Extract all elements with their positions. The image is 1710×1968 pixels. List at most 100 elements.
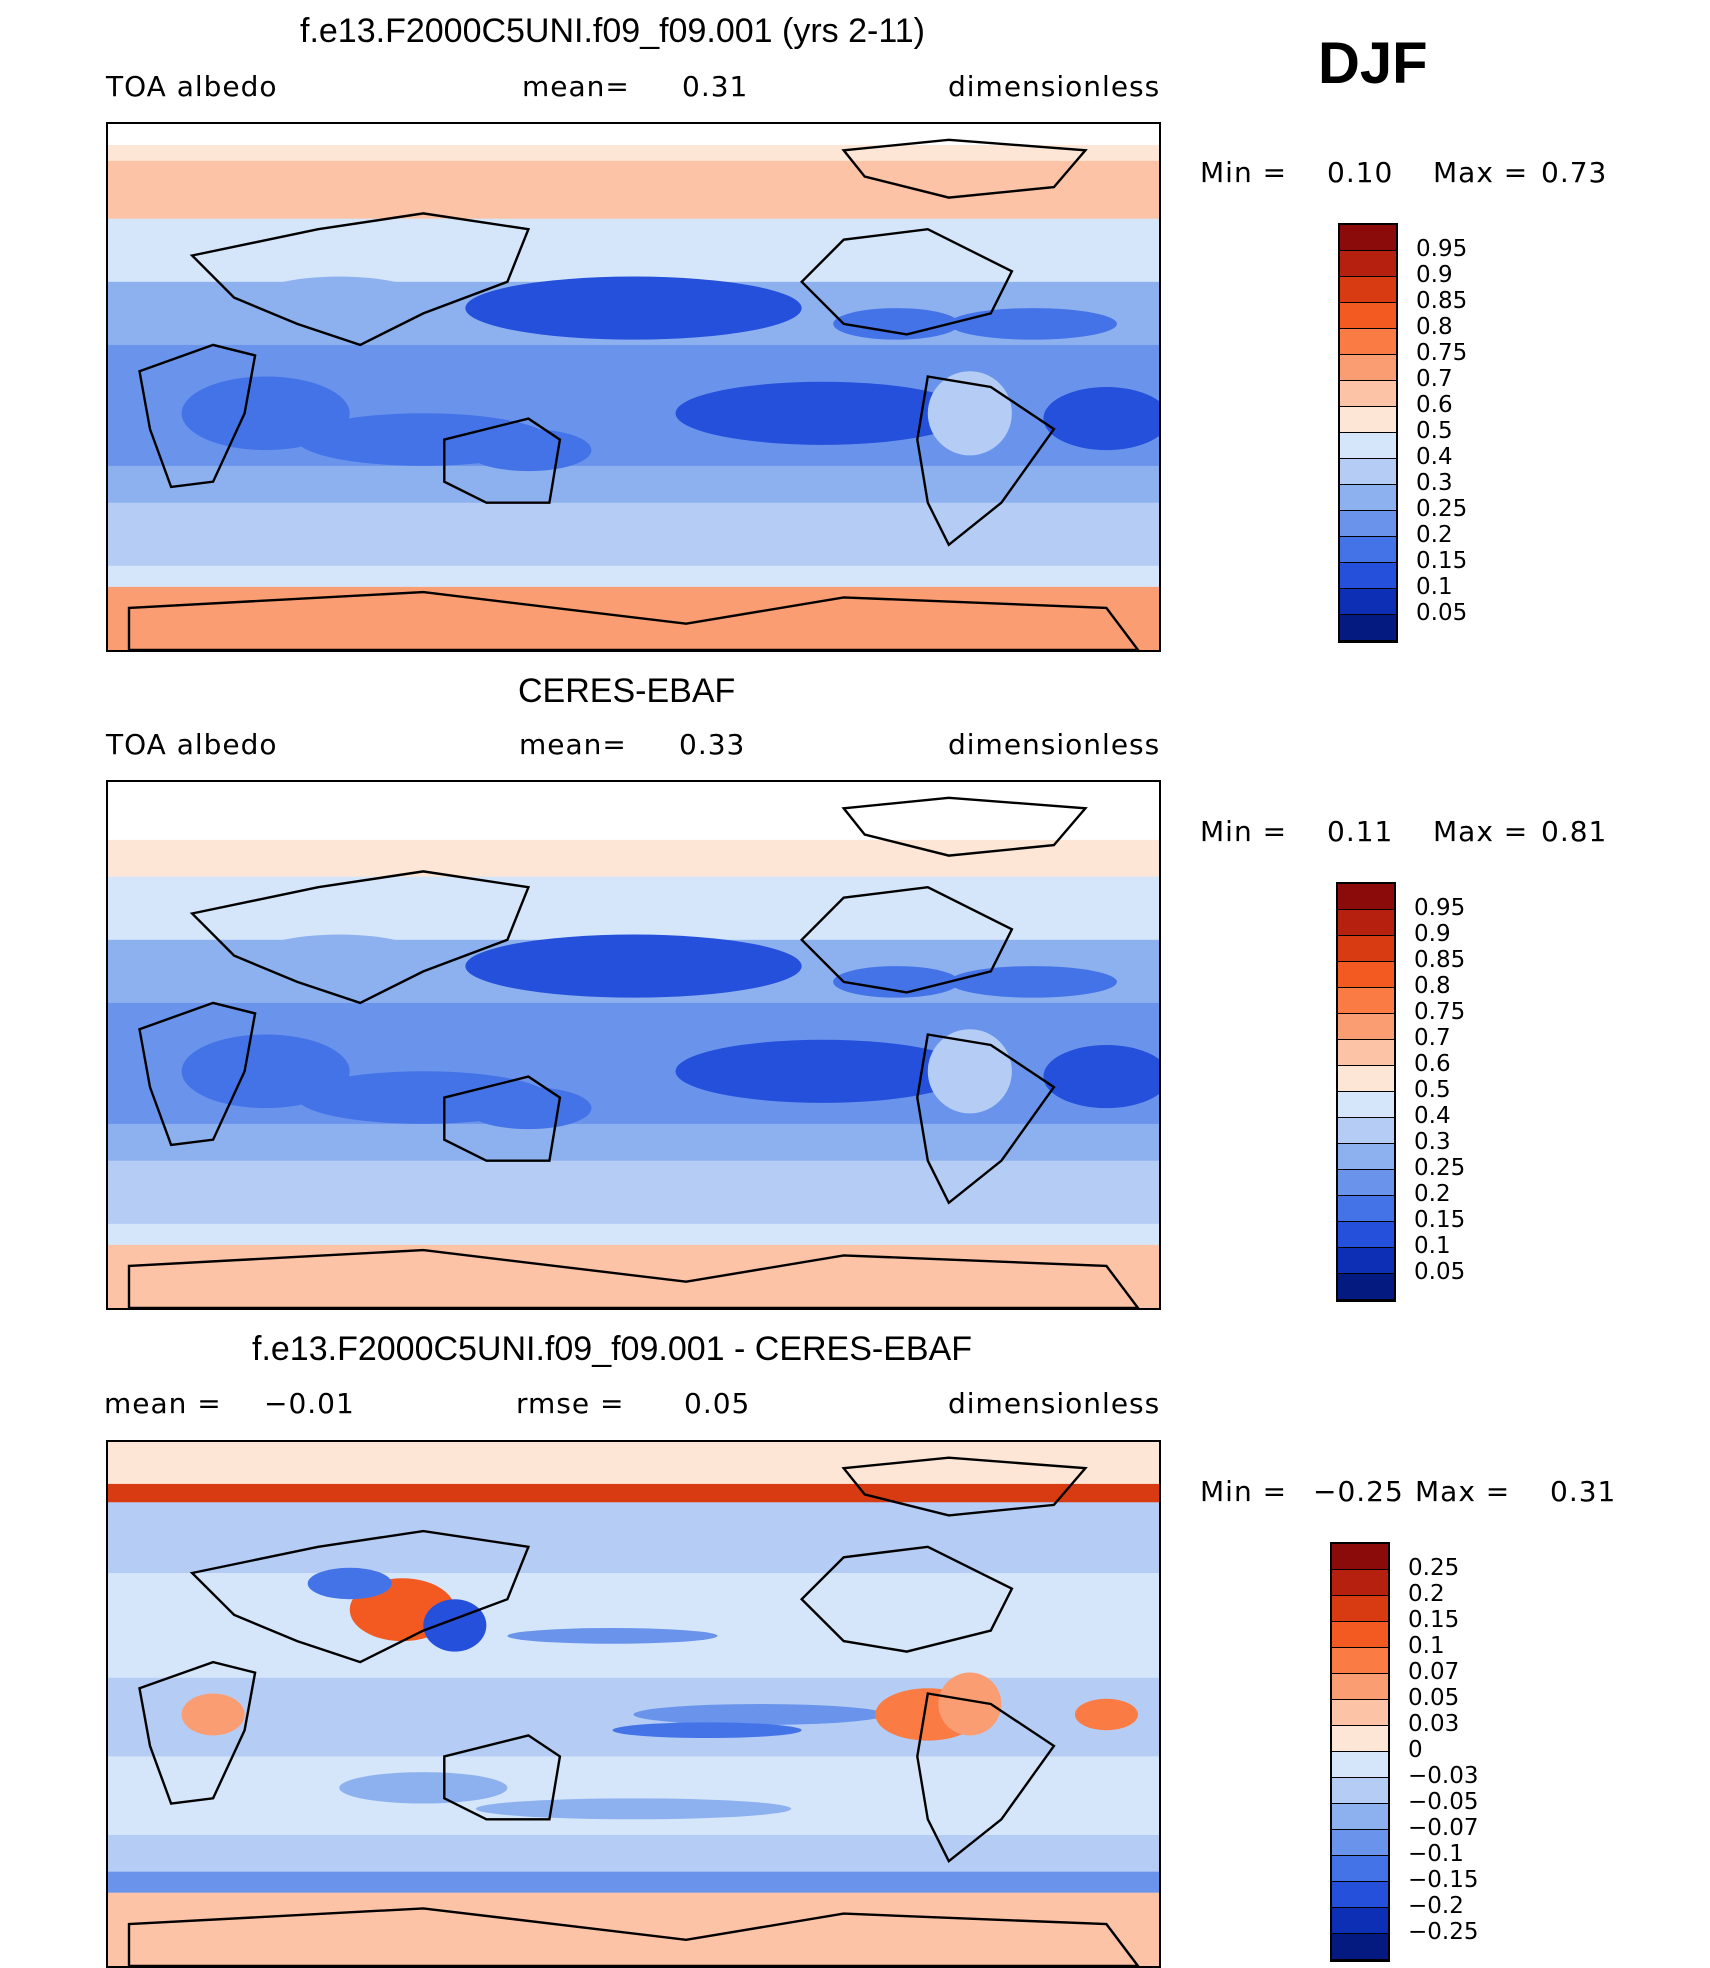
colorbar-tick-label: 0.95: [1416, 236, 1468, 262]
colorbar-tick-label: 0.25: [1414, 1155, 1466, 1181]
colorbar-tick-label: 0.15: [1414, 1207, 1466, 1233]
colorbar-segment: [1340, 459, 1396, 485]
colorbar-tick-label: 0.5: [1414, 1077, 1451, 1103]
colorbar-segment: [1338, 1118, 1394, 1144]
colorbar-segment: [1332, 1544, 1388, 1570]
colorbar-segment: [1338, 1144, 1394, 1170]
mean-value: 0.31: [682, 70, 749, 103]
colorbar-tick-label: 0.2: [1408, 1581, 1445, 1607]
rmse-value: 0.05: [684, 1387, 751, 1420]
colorbar-segment: [1332, 1648, 1388, 1674]
colorbar-segment: [1332, 1778, 1388, 1804]
colorbar-tick-label: 0.25: [1408, 1555, 1460, 1581]
colorbar-tick-label: 0.15: [1416, 548, 1468, 574]
colorbar-segment: [1340, 485, 1396, 511]
units-label: dimensionless: [948, 70, 1161, 103]
colorbar-segment: [1340, 511, 1396, 537]
colorbar-segment: [1332, 1752, 1388, 1778]
max-label: Max =: [1415, 1475, 1511, 1508]
colorbar-segment: [1332, 1596, 1388, 1622]
max-label: Max =: [1433, 815, 1529, 848]
colorbar-segment: [1340, 225, 1396, 251]
colorbar-segment: [1338, 1248, 1394, 1274]
colorbar-tick-label: 0.2: [1414, 1181, 1451, 1207]
colorbar-segment: [1340, 433, 1396, 459]
colorbar-tick-label: −0.15: [1408, 1867, 1479, 1893]
min-label: Min =: [1200, 1475, 1288, 1508]
mean-label: mean =: [104, 1387, 222, 1420]
colorbar-segment: [1338, 988, 1394, 1014]
colorbar-tick-label: 0.1: [1416, 574, 1453, 600]
mean-value: 0.33: [679, 728, 746, 761]
mean-value: −0.01: [264, 1387, 355, 1420]
colorbar-tick-label: 0.25: [1416, 496, 1468, 522]
colorbar-tick-label: 0.75: [1416, 340, 1468, 366]
min-value: −0.25: [1313, 1475, 1404, 1508]
max-label: Max =: [1433, 156, 1529, 189]
colorbar-tick-label: −0.25: [1408, 1919, 1479, 1945]
colorbar-tick-label: −0.07: [1408, 1815, 1479, 1841]
colorbar-segment: [1338, 910, 1394, 936]
colorbar-tick-label: 0.3: [1416, 470, 1453, 496]
colorbar-segment: [1340, 589, 1396, 615]
colorbar-tick-label: 0.05: [1408, 1685, 1460, 1711]
colorbar-segment: [1338, 1170, 1394, 1196]
colorbar-tick-label: 0.1: [1408, 1633, 1445, 1659]
colorbar-tick-label: 0.03: [1408, 1711, 1460, 1737]
colorbar-segment: [1340, 537, 1396, 563]
colorbar-tick-label: 0.2: [1416, 522, 1453, 548]
colorbar-tick-label: −0.2: [1408, 1893, 1464, 1919]
colorbar-tick-label: 0.07: [1408, 1659, 1460, 1685]
colorbar-tick-label: −0.03: [1408, 1763, 1479, 1789]
colorbar-obs: [1336, 882, 1396, 1302]
colorbar-tick-label: 0.7: [1414, 1025, 1451, 1051]
colorbar-segment: [1340, 329, 1396, 355]
colorbar-segment: [1332, 1804, 1388, 1830]
colorbar-segment: [1340, 407, 1396, 433]
season-label: DJF: [1318, 31, 1428, 96]
colorbar-tick-label: 0.4: [1414, 1103, 1451, 1129]
colorbar-segment: [1332, 1830, 1388, 1856]
colorbar-segment: [1338, 1040, 1394, 1066]
colorbar-segment: [1332, 1856, 1388, 1882]
colorbar-tick-label: 0.75: [1414, 999, 1466, 1025]
panel-title: f.e13.F2000C5UNI.f09_f09.001 - CERES-EBA…: [252, 1330, 973, 1368]
colorbar-tick-label: 0.6: [1414, 1051, 1451, 1077]
colorbar-segment: [1338, 1196, 1394, 1222]
rmse-label: rmse =: [516, 1387, 625, 1420]
colorbar-segment: [1332, 1570, 1388, 1596]
map-obs: [106, 780, 1161, 1310]
panel-title: CERES-EBAF: [518, 672, 736, 710]
panel-title: f.e13.F2000C5UNI.f09_f09.001 (yrs 2-11): [300, 12, 925, 50]
colorbar-tick-label: 0.6: [1416, 392, 1453, 418]
colorbar-tick-label: 0.8: [1416, 314, 1453, 340]
colorbar-tick-label: −0.05: [1408, 1789, 1479, 1815]
colorbar-tick-label: 0.05: [1414, 1259, 1466, 1285]
colorbar-tick-label: −0.1: [1408, 1841, 1464, 1867]
colorbar-model: [1338, 223, 1398, 643]
colorbar-segment: [1340, 615, 1396, 641]
colorbar-segment: [1338, 1274, 1394, 1300]
map-diff: [106, 1440, 1161, 1968]
colorbar-tick-label: 0.95: [1414, 895, 1466, 921]
colorbar-tick-label: 0.15: [1408, 1607, 1460, 1633]
min-label: Min =: [1200, 156, 1288, 189]
colorbar-segment: [1338, 884, 1394, 910]
min-value: 0.11: [1327, 815, 1394, 848]
units-label: dimensionless: [948, 728, 1161, 761]
colorbar-segment: [1340, 277, 1396, 303]
min-value: 0.10: [1327, 156, 1394, 189]
colorbar-tick-label: 0.9: [1414, 921, 1451, 947]
colorbar-tick-label: 0.85: [1416, 288, 1468, 314]
max-value: 0.31: [1550, 1475, 1617, 1508]
colorbar-segment: [1332, 1622, 1388, 1648]
colorbar-diff: [1330, 1542, 1390, 1962]
colorbar-segment: [1338, 936, 1394, 962]
colorbar-tick-label: 0.1: [1414, 1233, 1451, 1259]
map-model: [106, 122, 1161, 652]
min-label: Min =: [1200, 815, 1288, 848]
colorbar-segment: [1332, 1908, 1388, 1934]
colorbar-tick-label: 0.85: [1414, 947, 1466, 973]
colorbar-tick-label: 0.8: [1414, 973, 1451, 999]
colorbar-segment: [1340, 355, 1396, 381]
